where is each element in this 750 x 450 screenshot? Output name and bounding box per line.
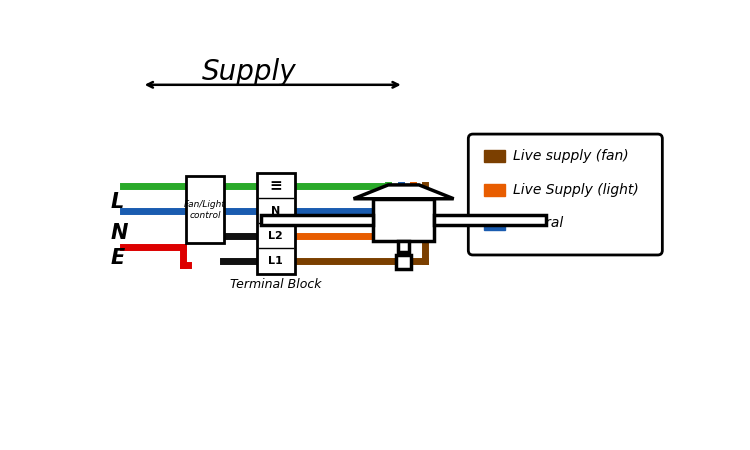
Polygon shape xyxy=(434,215,546,225)
Text: Fan/Light
control: Fan/Light control xyxy=(184,200,226,220)
Polygon shape xyxy=(373,199,434,241)
FancyBboxPatch shape xyxy=(186,176,224,243)
Bar xyxy=(396,255,411,269)
Text: Terminal Block: Terminal Block xyxy=(230,278,322,291)
Bar xyxy=(398,241,409,252)
Bar xyxy=(484,218,506,230)
Polygon shape xyxy=(353,185,454,199)
FancyBboxPatch shape xyxy=(256,173,295,274)
Text: N: N xyxy=(272,206,280,216)
Bar xyxy=(484,150,506,162)
FancyBboxPatch shape xyxy=(468,134,662,255)
Text: Live supply (fan): Live supply (fan) xyxy=(513,148,628,162)
Text: Neutral: Neutral xyxy=(513,216,564,230)
Text: E: E xyxy=(111,248,125,268)
Bar xyxy=(484,184,506,196)
Text: L2: L2 xyxy=(268,231,284,241)
Text: N: N xyxy=(111,223,128,243)
Text: ≡: ≡ xyxy=(269,178,282,194)
Text: Supply: Supply xyxy=(202,58,297,86)
Text: L: L xyxy=(111,192,125,212)
Text: L1: L1 xyxy=(268,256,284,266)
Text: Live Supply (light): Live Supply (light) xyxy=(513,183,639,197)
Polygon shape xyxy=(261,215,373,225)
